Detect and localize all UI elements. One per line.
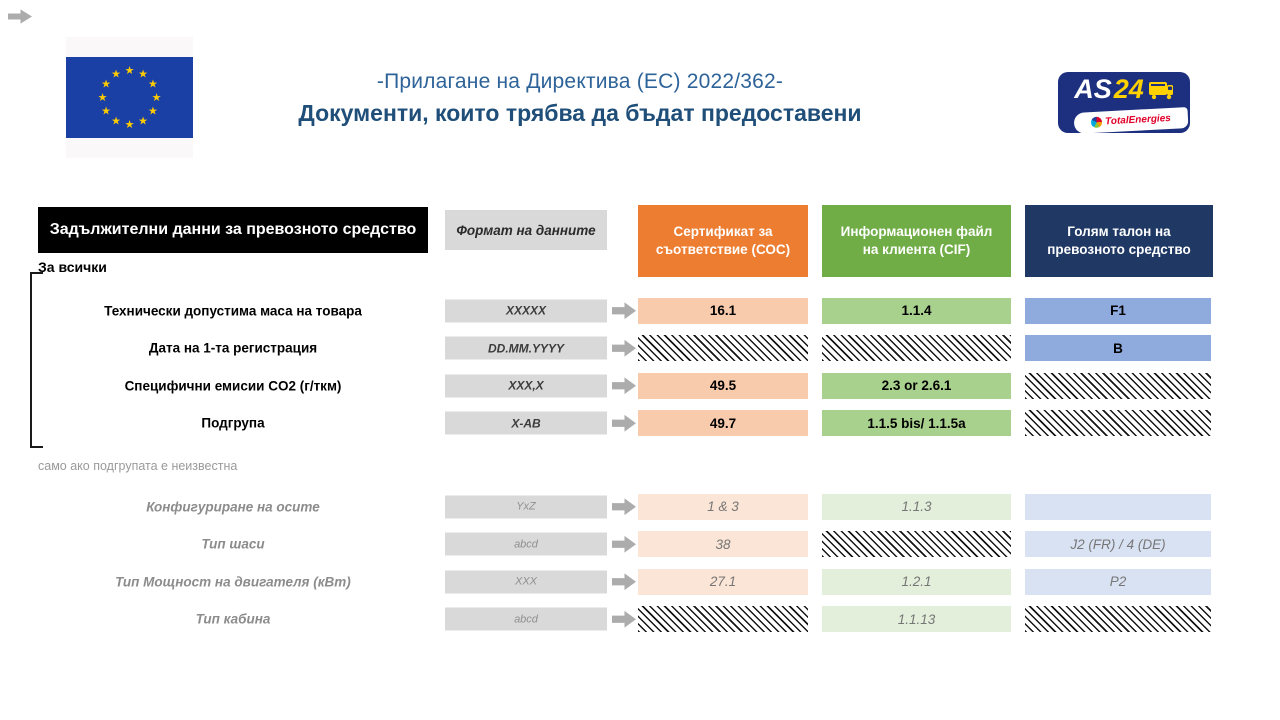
- header-column-coc: Сертификат за съответствие (СОС): [638, 205, 808, 277]
- row-label: Тип Мощност на двигателя (кВт): [115, 574, 351, 590]
- cell-cif: 1.2.1: [822, 568, 1011, 595]
- format-value: XXX,X: [445, 374, 607, 398]
- cell-registration: P2: [1025, 568, 1211, 595]
- format-value: XXXXX: [445, 299, 607, 323]
- table-row: Тип шаси abcd 38 J2 (FR) / 4 (DE): [0, 526, 1280, 564]
- header-mandatory-vehicle-data: Задължителни данни за превозното средств…: [38, 207, 428, 253]
- right-arrow-icon: [612, 414, 636, 432]
- header-column-registration: Голям талон на превозното средство: [1025, 205, 1213, 277]
- format-value: XXX: [445, 570, 607, 594]
- group-bracket: [30, 272, 43, 448]
- title-line-1: -Прилагане на Директива (ЕС) 2022/362-: [376, 70, 784, 93]
- slide-title: -Прилагане на Директива (ЕС) 2022/362- Д…: [250, 70, 910, 127]
- table-row: Дата на 1-та регистрация DD.MM.YYYY B: [0, 330, 1280, 368]
- right-arrow-icon: [612, 339, 636, 357]
- right-arrow-icon: [612, 377, 636, 395]
- format-value: abcd: [445, 607, 607, 631]
- cell-cif: 2.3 or 2.6.1: [822, 372, 1011, 399]
- corner-right-arrow-icon: [8, 9, 32, 24]
- cell-coc: 49.5: [638, 372, 808, 399]
- row-label: Специфични емисии CO2 (г/ткм): [124, 378, 342, 394]
- format-value: abcd: [445, 532, 607, 556]
- cell-coc: 38: [638, 531, 808, 558]
- table-row: Конфигуриране на осите YxZ 1 & 3 1.1.3: [0, 488, 1280, 526]
- cell-registration-not-applicable: [1025, 410, 1211, 437]
- section-label-only-if-subgroup-unknown: само ако подгрупата е неизвестна: [38, 459, 238, 473]
- cell-coc: 49.7: [638, 410, 808, 437]
- right-arrow-icon: [612, 573, 636, 591]
- cell-cif-not-applicable: [822, 531, 1011, 558]
- cell-cif-not-applicable: [822, 335, 1011, 362]
- totalenergies-label: TotalEnergies: [1104, 112, 1172, 128]
- as24-text-as: AS: [1074, 74, 1112, 104]
- right-arrow-icon: [612, 302, 636, 320]
- cell-registration-not-applicable: [1025, 606, 1211, 633]
- cell-registration: J2 (FR) / 4 (DE): [1025, 531, 1211, 558]
- table-row: Специфични емисии CO2 (г/ткм) XXX,X 49.5 2.…: [0, 367, 1280, 405]
- totalenergies-band: TotalEnergies: [1073, 107, 1189, 133]
- row-label: Тип шаси: [201, 536, 265, 552]
- row-label: Подгрупа: [201, 415, 265, 431]
- cell-registration-not-applicable: [1025, 372, 1211, 399]
- format-value: X-AB: [445, 411, 607, 435]
- row-label: Технически допустима маса на товара: [104, 303, 362, 319]
- row-label: Дата на 1-та регистрация: [148, 340, 318, 356]
- cell-registration: B: [1025, 335, 1211, 362]
- eu-flag-image: ★ ★ ★ ★ ★ ★ ★ ★ ★ ★ ★ ★: [66, 37, 193, 158]
- cell-coc-not-applicable: [638, 335, 808, 362]
- table-row: Технически допустима маса на товара XXXXX…: [0, 292, 1280, 330]
- cell-coc: 16.1: [638, 297, 808, 324]
- cell-coc: 27.1: [638, 568, 808, 595]
- row-label: Тип кабина: [195, 611, 271, 627]
- title-line-2: Документи, които трябва да бъдат предост…: [298, 100, 862, 126]
- eu-flag: ★ ★ ★ ★ ★ ★ ★ ★ ★ ★ ★ ★: [66, 57, 193, 138]
- table-section-subgroup-unknown: Конфигуриране на осите YxZ 1 & 3 1.1.3 Тип ш…: [0, 488, 1280, 638]
- cell-cif: 1.1.5 bis/ 1.1.5a: [822, 410, 1011, 437]
- right-arrow-icon: [612, 498, 636, 516]
- as24-wordmark: AS 24: [1058, 74, 1190, 105]
- cell-coc-not-applicable: [638, 606, 808, 633]
- right-arrow-icon: [612, 535, 636, 553]
- cell-cif: 1.1.3: [822, 493, 1011, 520]
- format-value: YxZ: [445, 495, 607, 519]
- header-data-format: Формат на данните: [445, 210, 607, 250]
- table-section-for-all: Технически допустима маса на товара XXXXX…: [0, 292, 1280, 442]
- cell-registration: [1025, 493, 1211, 520]
- cell-registration: F1: [1025, 297, 1211, 324]
- table-row: Тип Мощност на двигателя (кВт) XXX 27.1 1.2…: [0, 563, 1280, 601]
- right-arrow-icon: [612, 610, 636, 628]
- totalenergies-mark-icon: [1090, 116, 1103, 129]
- table-row: Подгрупа X-AB 49.7 1.1.5 bis/ 1.1.5a: [0, 405, 1280, 443]
- format-value: DD.MM.YYYY: [445, 336, 607, 360]
- as24-logo: AS 24 TotalEnergies: [1058, 72, 1190, 133]
- table-row: Тип кабина abcd 1.1.13: [0, 601, 1280, 639]
- row-label: Конфигуриране на осите: [146, 499, 320, 515]
- as24-text-24: 24: [1113, 74, 1144, 104]
- truck-icon: [1148, 81, 1173, 99]
- cell-cif: 1.1.4: [822, 297, 1011, 324]
- cell-cif: 1.1.13: [822, 606, 1011, 633]
- header-column-cif: Информационен файл на клиента (CIF): [822, 205, 1011, 277]
- cell-coc: 1 & 3: [638, 493, 808, 520]
- section-label-for-all: За всички: [38, 259, 107, 275]
